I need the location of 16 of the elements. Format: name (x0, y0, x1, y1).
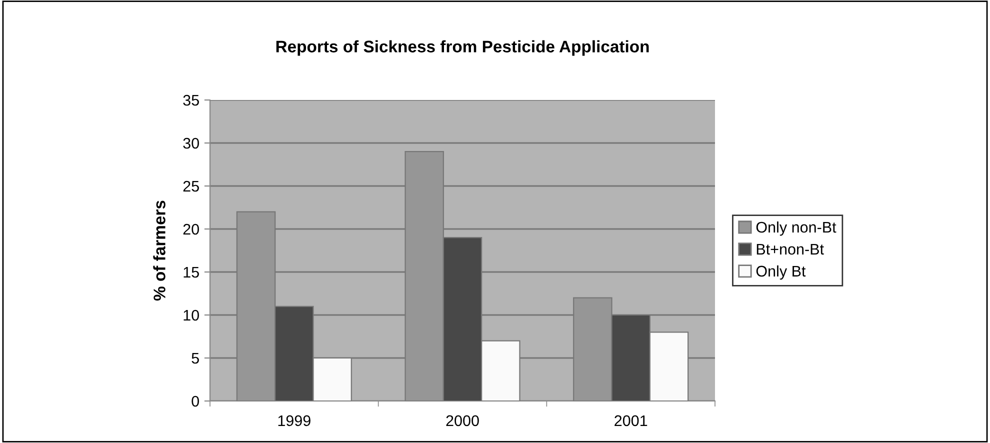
y-tick-label: 20 (183, 224, 199, 235)
y-tick-label: 0 (192, 396, 199, 407)
y-tick-label: 10 (184, 310, 199, 321)
x-tick-label: 1999 (278, 415, 310, 426)
y-tick-label: 35 (183, 94, 199, 106)
y-tick-label: 25 (183, 180, 199, 192)
y-tick-label: 15 (184, 267, 199, 278)
y-tick-label: 30 (183, 138, 199, 149)
legend-label: Only non-Bt (756, 221, 836, 236)
chart-title: Reports of Sickness from Pesticide Application (276, 40, 649, 56)
legend-label: Only Bt (756, 265, 806, 280)
legend-label: Bt+non-Bt (756, 244, 824, 255)
y-tick-label: 5 (192, 353, 199, 364)
x-tick-label: 2000 (446, 415, 479, 426)
y-axis-title: % of farmers (153, 200, 166, 301)
x-tick-label: 2001 (614, 415, 648, 426)
